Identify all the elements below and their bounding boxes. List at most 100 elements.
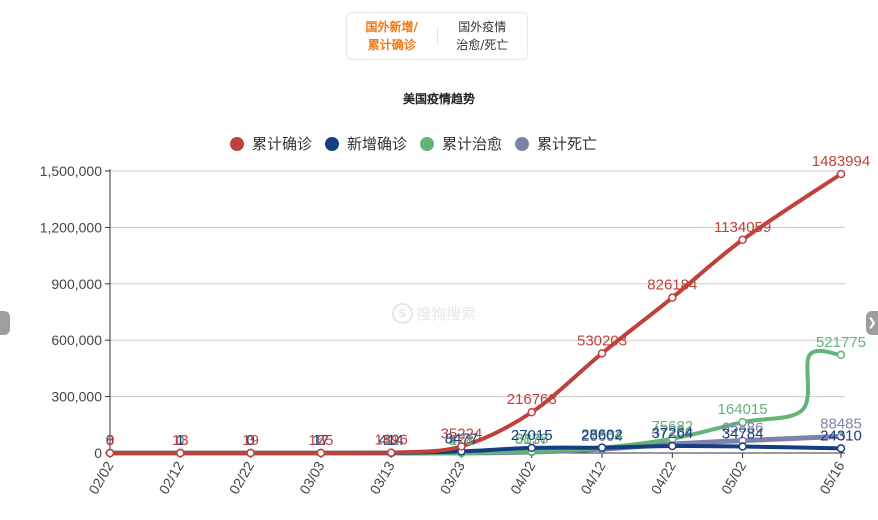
data-point[interactable] bbox=[836, 169, 846, 179]
tab-new-cumulative-confirmed[interactable]: 国外新增/ 累计确诊 bbox=[347, 18, 437, 54]
y-tick-label: 900,000 bbox=[51, 276, 102, 292]
legend-item-new[interactable]: 新增确诊 bbox=[325, 133, 407, 154]
x-tick-label: 04/12 bbox=[577, 458, 608, 497]
legend-dot-icon bbox=[230, 136, 244, 151]
data-point[interactable] bbox=[246, 448, 255, 458]
data-label: 414 bbox=[379, 432, 404, 449]
data-label: 125 bbox=[308, 432, 333, 449]
data-label: 0 bbox=[246, 432, 254, 449]
data-point[interactable] bbox=[738, 417, 747, 427]
x-tick-label: 02/02 bbox=[85, 458, 116, 497]
data-label: 826184 bbox=[647, 277, 697, 294]
tab-label-line1: 国外新增/ bbox=[365, 20, 418, 34]
data-point[interactable] bbox=[597, 349, 607, 358]
y-tick-label: 600,000 bbox=[51, 332, 102, 348]
data-label: 12 bbox=[383, 432, 400, 449]
x-tick-label: 05/16 bbox=[816, 458, 847, 497]
data-point[interactable] bbox=[457, 442, 466, 451]
data-point[interactable] bbox=[668, 293, 677, 302]
data-point[interactable] bbox=[105, 448, 115, 458]
y-tick-label: 300,000 bbox=[51, 389, 102, 405]
tab-cured-dead[interactable]: 国外疫情 治愈/死亡 bbox=[438, 18, 528, 54]
data-label: 1134059 bbox=[714, 219, 771, 236]
data-label: 19 bbox=[242, 432, 259, 449]
y-tick-label: 1,500,000 bbox=[40, 163, 102, 179]
data-label: 88485 bbox=[820, 415, 862, 432]
data-label: 28602 bbox=[581, 427, 623, 444]
data-point[interactable] bbox=[597, 443, 607, 452]
chart-legend: 累计确诊 新增确诊 累计治愈 累计死亡 bbox=[230, 133, 610, 154]
data-point[interactable] bbox=[527, 443, 536, 453]
legend-item-cured[interactable]: 累计治愈 bbox=[420, 133, 502, 154]
data-point[interactable] bbox=[386, 448, 396, 457]
tab-divider bbox=[436, 28, 438, 44]
data-label: 27984 bbox=[581, 427, 623, 444]
next-arrow-icon[interactable]: ❯ bbox=[866, 311, 878, 335]
legend-label: 累计治愈 bbox=[442, 135, 503, 153]
data-label: 7 bbox=[317, 432, 325, 449]
data-label: 0 bbox=[106, 432, 114, 449]
data-label: 8878 bbox=[515, 430, 548, 447]
data-label: 47264 bbox=[651, 423, 693, 440]
data-label: 65886 bbox=[722, 420, 764, 437]
data-label: 13 bbox=[172, 432, 189, 449]
data-label: 216768 bbox=[507, 391, 557, 408]
x-tick-label: 04/22 bbox=[648, 458, 679, 497]
data-point[interactable] bbox=[836, 432, 846, 441]
x-tick-label: 02/22 bbox=[226, 458, 257, 497]
data-point[interactable] bbox=[836, 444, 846, 453]
prev-handle[interactable] bbox=[0, 311, 10, 335]
data-point[interactable] bbox=[836, 350, 846, 360]
data-label: 8 bbox=[106, 432, 114, 449]
data-point[interactable] bbox=[316, 448, 326, 458]
legend-label: 累计确诊 bbox=[252, 135, 313, 153]
data-point[interactable] bbox=[738, 442, 747, 451]
data-label: 27015 bbox=[511, 427, 553, 444]
legend-dot-icon bbox=[515, 136, 530, 151]
legend-label: 累计死亡 bbox=[537, 135, 598, 153]
data-label: 20604 bbox=[581, 428, 623, 445]
chart-title: 美国疫情趋势 bbox=[402, 92, 475, 106]
y-tick-label: 0 bbox=[94, 445, 102, 461]
data-point[interactable] bbox=[738, 235, 747, 245]
data-label: 0 bbox=[246, 432, 254, 449]
data-label: 41 bbox=[383, 432, 400, 449]
data-label: 1896 bbox=[374, 432, 407, 449]
x-tick-label: 04/02 bbox=[507, 458, 538, 497]
data-label: 530203 bbox=[577, 332, 627, 349]
watermark: S 搜狗搜索 bbox=[392, 303, 476, 324]
data-label: 75682 bbox=[651, 418, 693, 435]
y-tick-label: 1,200,000 bbox=[40, 219, 102, 235]
data-point[interactable] bbox=[668, 441, 677, 451]
data-label: 178 bbox=[449, 432, 474, 449]
x-tick-label: 03/23 bbox=[437, 458, 468, 497]
watermark-text: 搜狗搜索 bbox=[416, 305, 477, 323]
legend-dot-icon bbox=[325, 136, 340, 151]
legend-item-confirmed[interactable]: 累计确诊 bbox=[230, 133, 312, 154]
x-tick-label: 03/03 bbox=[296, 458, 327, 497]
data-label: 0 bbox=[106, 432, 114, 449]
series-line bbox=[109, 172, 843, 455]
legend-dot-icon bbox=[420, 136, 435, 151]
data-label: 34784 bbox=[722, 425, 764, 442]
x-tick-label: 05/02 bbox=[718, 458, 749, 497]
data-label: 1 bbox=[176, 432, 184, 449]
x-tick-label: 02/12 bbox=[156, 458, 187, 497]
legend-item-dead[interactable]: 累计死亡 bbox=[515, 133, 597, 154]
tab-label-line2: 累计确诊 bbox=[367, 38, 416, 52]
data-label: 1483994 bbox=[812, 153, 870, 170]
data-label: 6 bbox=[317, 432, 325, 449]
data-label: 35224 bbox=[441, 425, 483, 442]
data-label: 8477 bbox=[445, 430, 478, 447]
sogou-logo-icon: S bbox=[392, 303, 413, 324]
x-tick-label: 03/13 bbox=[366, 458, 397, 497]
data-label: 24310 bbox=[820, 427, 862, 444]
tab-label-line2: 治愈/死亡 bbox=[456, 38, 509, 52]
tab-label-line1: 国外疫情 bbox=[458, 20, 507, 34]
data-label: 164015 bbox=[718, 401, 768, 418]
data-point[interactable] bbox=[176, 448, 185, 458]
data-label: 1 bbox=[176, 432, 184, 449]
legend-label: 新增确诊 bbox=[347, 135, 408, 153]
data-point[interactable] bbox=[527, 407, 536, 417]
